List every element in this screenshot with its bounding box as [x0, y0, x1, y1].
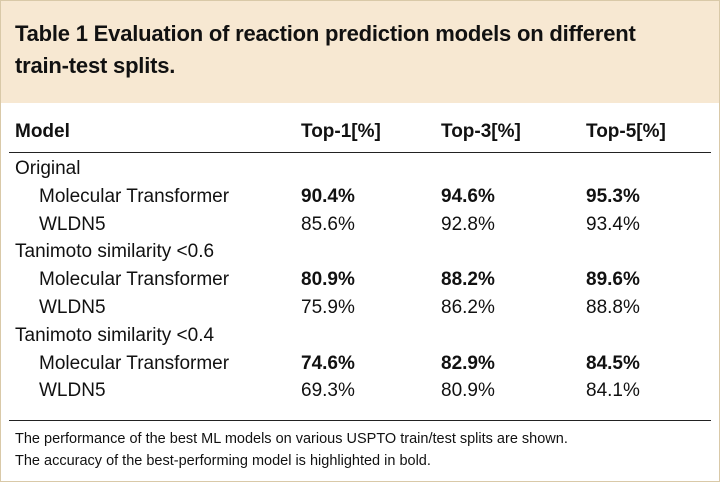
accuracy-cell: 84.5%	[586, 352, 640, 374]
accuracy-cell: 93.4%	[586, 213, 640, 235]
caption-band: Table 1 Evaluation of reaction predictio…	[1, 1, 719, 103]
model-name: Molecular Transformer	[39, 185, 230, 207]
accuracy-cell: 89.6%	[586, 269, 640, 291]
group-label: Original	[15, 158, 81, 179]
model-name: Molecular Transformer	[39, 352, 230, 374]
accuracy-cell: 88.8%	[586, 297, 640, 318]
column-header: Model	[15, 121, 70, 142]
accuracy-cell: 74.6%	[301, 352, 355, 374]
footnote-line: The performance of the best ML models on…	[15, 431, 568, 447]
accuracy-cell: 80.9%	[301, 269, 355, 291]
accuracy-cell: 80.9%	[441, 380, 495, 402]
header-rule	[9, 152, 711, 153]
accuracy-cell: 85.6%	[301, 213, 355, 235]
model-name: WLDN5	[39, 297, 106, 318]
column-header: Top-3[%]	[441, 121, 521, 142]
model-name: Molecular Transformer	[39, 269, 230, 291]
column-header: Top-5[%]	[586, 121, 666, 142]
accuracy-cell: 88.2%	[441, 269, 495, 291]
accuracy-cell: 90.4%	[301, 185, 355, 207]
accuracy-cell: 86.2%	[441, 297, 495, 318]
accuracy-cell: 84.1%	[586, 380, 640, 402]
caption-line: Table 1 Evaluation of reaction predictio…	[15, 21, 636, 46]
column-header: Top-1[%]	[301, 121, 381, 142]
accuracy-cell: 75.9%	[301, 297, 355, 318]
accuracy-cell: 92.8%	[441, 213, 495, 235]
accuracy-cell: 94.6%	[441, 185, 495, 207]
bottom-rule	[9, 420, 711, 421]
footnote-line: The accuracy of the best-performing mode…	[15, 453, 431, 469]
group-label: Tanimoto similarity <0.4	[15, 324, 215, 346]
accuracy-cell: 69.3%	[301, 380, 355, 402]
model-name: WLDN5	[39, 213, 106, 235]
accuracy-cell: 95.3%	[586, 185, 640, 207]
accuracy-cell: 82.9%	[441, 352, 495, 374]
caption-line: train-test splits.	[15, 53, 176, 78]
model-name: WLDN5	[39, 380, 106, 402]
group-label: Tanimoto similarity <0.6	[15, 241, 215, 263]
